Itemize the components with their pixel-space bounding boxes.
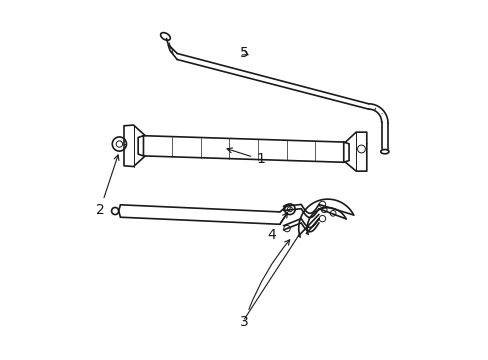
Text: 1: 1 — [226, 148, 264, 166]
Text: 2: 2 — [95, 155, 119, 217]
Text: 3: 3 — [240, 240, 289, 329]
Text: 5: 5 — [240, 46, 248, 60]
Text: 4: 4 — [267, 212, 287, 242]
